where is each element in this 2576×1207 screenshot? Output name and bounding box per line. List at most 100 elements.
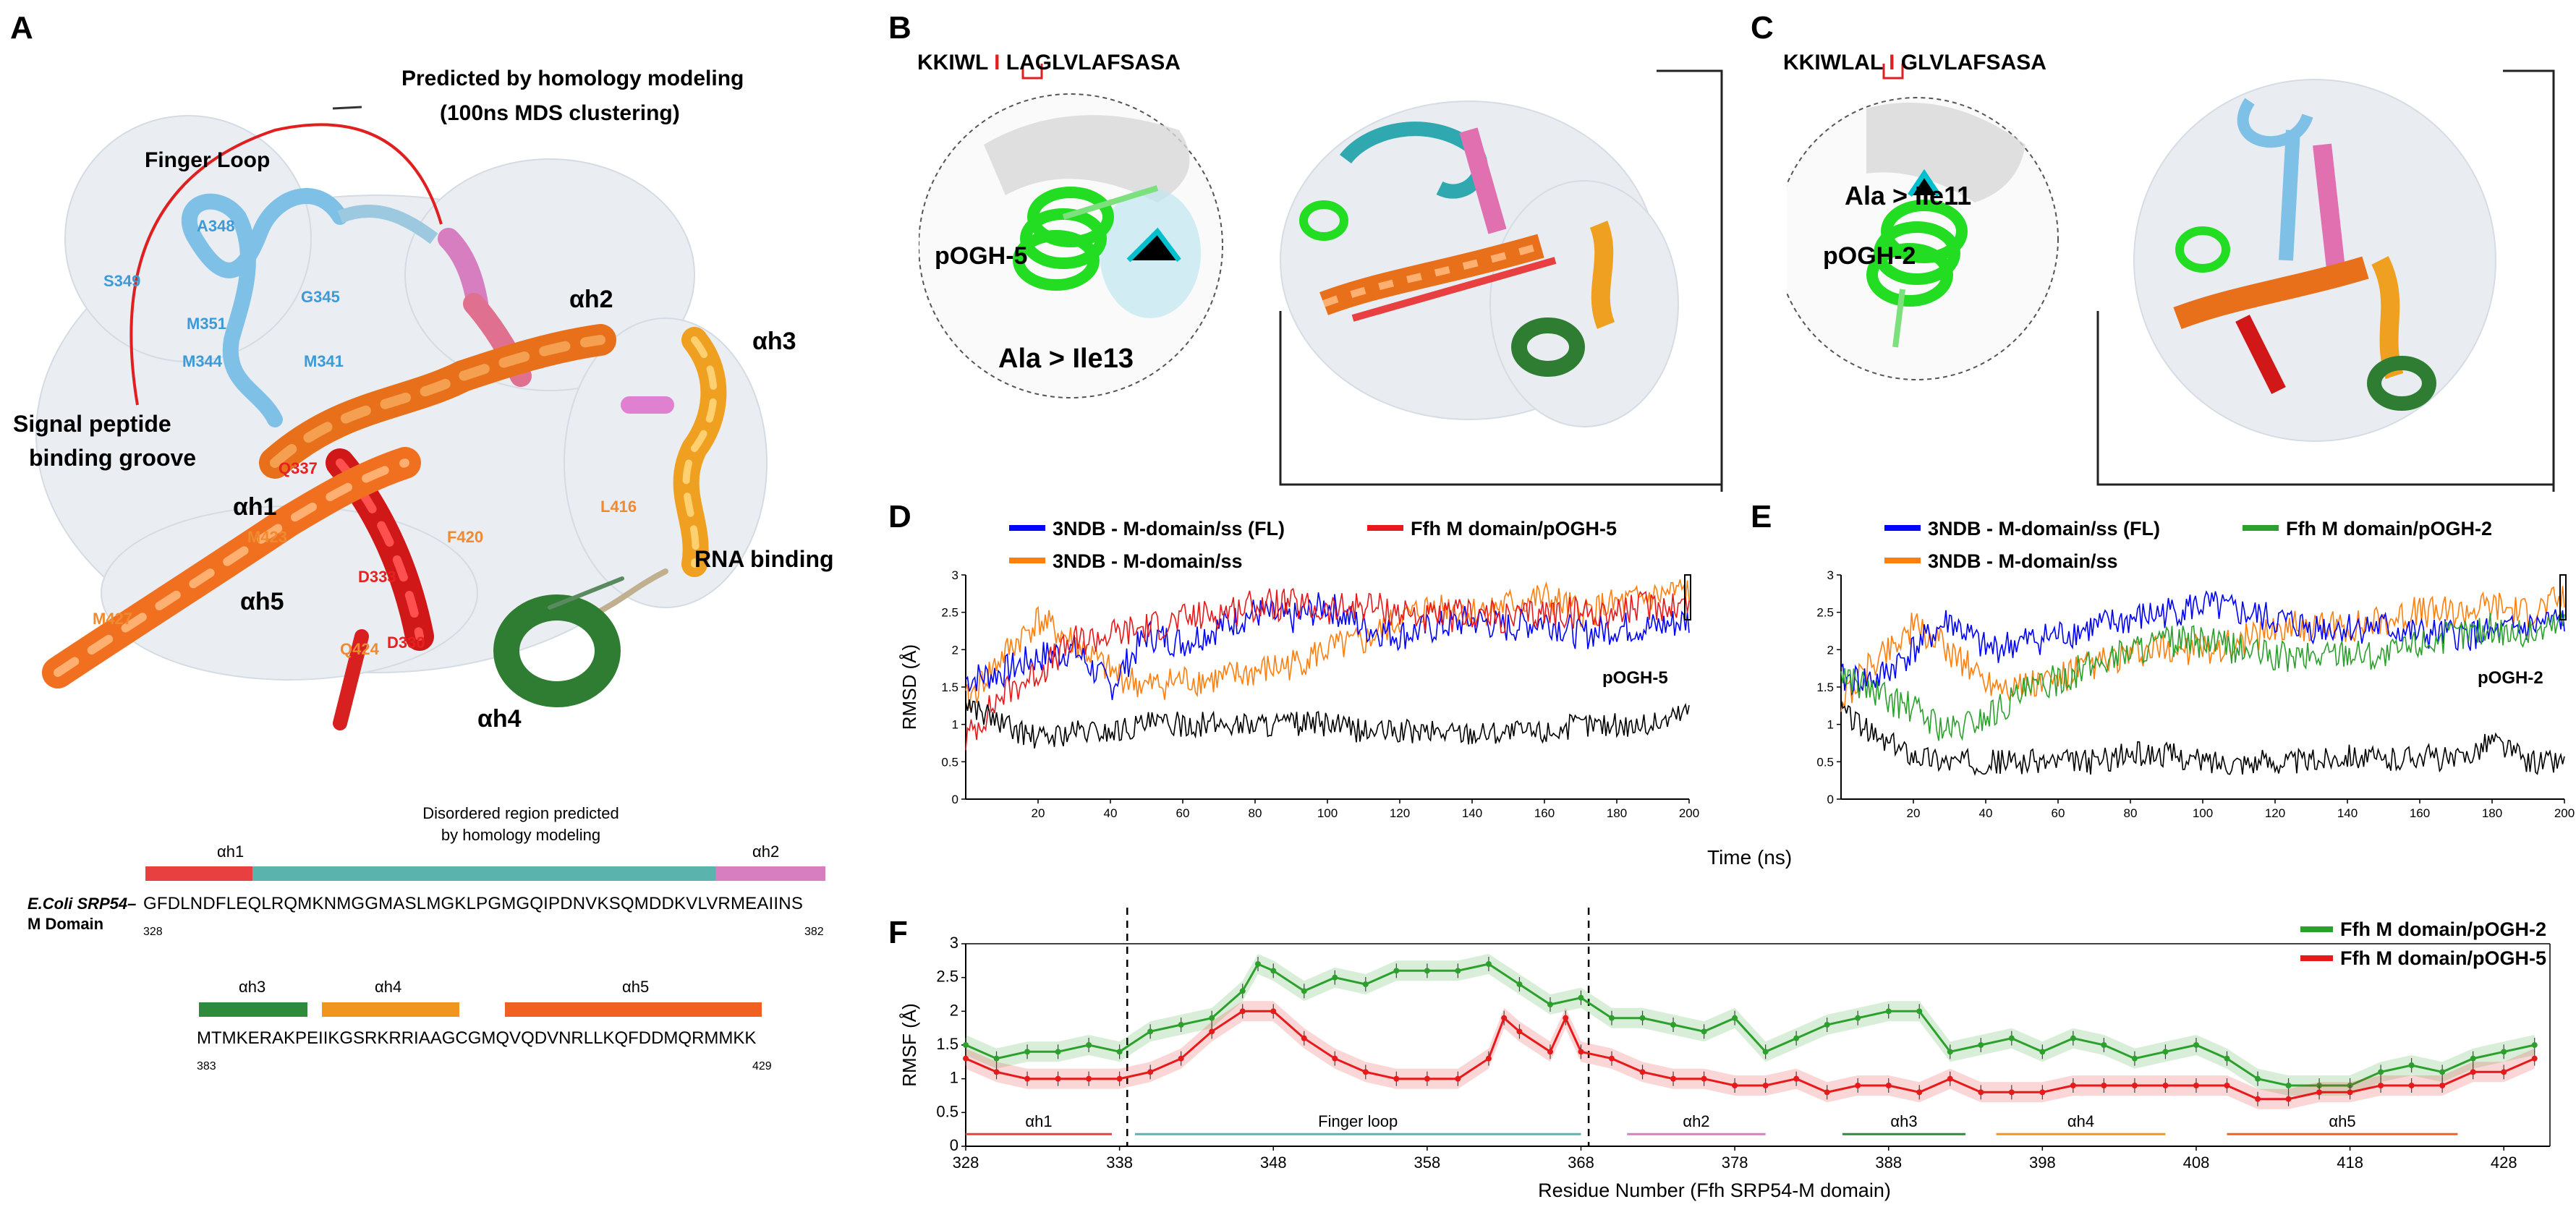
data-point bbox=[1393, 968, 1400, 974]
x-tick-label: 160 bbox=[2410, 806, 2430, 820]
data-point bbox=[1762, 1083, 1769, 1088]
y-tick-label: 0 bbox=[952, 793, 958, 806]
data-point bbox=[2162, 1083, 2169, 1088]
seq-bar-ah1 bbox=[145, 866, 252, 881]
data-point bbox=[1732, 1015, 1738, 1021]
data-point bbox=[1701, 1028, 1707, 1035]
data-point bbox=[1547, 1002, 1553, 1007]
x-tick-label: 40 bbox=[1104, 806, 1118, 820]
rmsd-chart-d: 0 0.5 1 1.5 2 2.5 3 20 40 60 80 100 120 140 160 180 200 R… bbox=[898, 518, 1699, 820]
signal-label-1: Signal peptide bbox=[13, 411, 171, 437]
y-tick-label: 0 bbox=[1827, 793, 1834, 806]
data-point bbox=[2224, 1055, 2230, 1062]
data-point bbox=[1024, 1049, 1031, 1055]
x-tick-label: 60 bbox=[2052, 806, 2065, 820]
groove-arc bbox=[129, 123, 443, 406]
x-tick-label: 180 bbox=[1607, 806, 1627, 820]
x-tick-label: 378 bbox=[1722, 1153, 1748, 1172]
x-tick-label: 80 bbox=[1249, 806, 1262, 820]
series-line-black bbox=[965, 699, 1690, 748]
data-point bbox=[2101, 1083, 2107, 1088]
data-point bbox=[1516, 981, 1523, 987]
data-point bbox=[1978, 1089, 1984, 1096]
data-point bbox=[1147, 1069, 1154, 1075]
y-tick-label: 1.5 bbox=[941, 681, 958, 694]
x-axis-label: Residue Number (Ffh SRP54-M domain) bbox=[1538, 1180, 1891, 1201]
data-point bbox=[1301, 988, 1307, 994]
region-label: αh2 bbox=[1683, 1112, 1709, 1130]
y-tick-label: 2 bbox=[1827, 643, 1834, 657]
data-point bbox=[2039, 1049, 2046, 1055]
series-band-red bbox=[966, 1001, 2535, 1109]
data-point bbox=[1978, 1042, 1984, 1048]
region-label: αh5 bbox=[2329, 1112, 2355, 1130]
data-point bbox=[1947, 1049, 1953, 1055]
data-point bbox=[2439, 1069, 2446, 1075]
seq-bar-ah2-label: αh2 bbox=[752, 843, 780, 861]
data-point bbox=[1209, 1028, 1215, 1035]
seq-bar-ah4-label: αh4 bbox=[375, 978, 402, 996]
x-tick-label: 428 bbox=[2491, 1153, 2517, 1172]
res-s349: S349 bbox=[103, 272, 141, 290]
data-point bbox=[2531, 1042, 2538, 1048]
legend-label: 3NDB - M-domain/ss (FL) bbox=[1928, 518, 2160, 539]
region-label: αh1 bbox=[1025, 1112, 1052, 1130]
data-point bbox=[1578, 994, 1584, 1001]
data-point bbox=[2008, 1035, 2015, 1041]
x-tick-label: 388 bbox=[1875, 1153, 1902, 1172]
rna-binding-label: RNA binding bbox=[694, 546, 834, 572]
seq-bar-ah3 bbox=[199, 1002, 307, 1017]
data-point bbox=[1254, 961, 1261, 967]
series-line-green bbox=[1840, 610, 2565, 741]
legend-label: Ffh M domain/pOGH-2 bbox=[2340, 918, 2546, 940]
data-point bbox=[1670, 1075, 1677, 1082]
data-point bbox=[2131, 1055, 2138, 1062]
data-point bbox=[1270, 968, 1277, 974]
x-tick-label: 408 bbox=[2183, 1153, 2210, 1172]
data-point bbox=[1116, 1075, 1123, 1082]
series-line-blue bbox=[1840, 590, 2565, 696]
y-tick-label: 3 bbox=[952, 568, 958, 582]
x-tick-label: 120 bbox=[2265, 806, 2285, 820]
data-point bbox=[1455, 1075, 1461, 1082]
x-tick-label: 358 bbox=[1414, 1153, 1441, 1172]
seq-header: Disordered region predicted by homology … bbox=[347, 803, 694, 846]
data-point bbox=[2347, 1089, 2353, 1096]
data-point bbox=[1916, 1008, 1923, 1015]
data-point bbox=[963, 1042, 969, 1048]
panel-label-c: C bbox=[1751, 10, 1774, 46]
y-tick-label: 1 bbox=[1827, 718, 1834, 732]
data-point bbox=[2470, 1069, 2476, 1075]
rmsd-chart-e: 0 0.5 1 1.5 2 2.5 3 20 40 60 80 100 120 140 160 180 200 3… bbox=[1816, 518, 2575, 820]
y-tick-label: 1.5 bbox=[1816, 681, 1834, 694]
res-d330: D330 bbox=[387, 634, 425, 652]
x-tick-label: 200 bbox=[2554, 806, 2575, 820]
series-line-blue bbox=[965, 592, 1690, 701]
data-point bbox=[1609, 1015, 1615, 1021]
data-point bbox=[2039, 1089, 2046, 1096]
legend-label: Ffh M domain/pOGH-5 bbox=[2340, 947, 2546, 969]
data-point bbox=[2224, 1083, 2230, 1088]
data-point bbox=[1732, 1083, 1738, 1088]
finger-loop-ribbon bbox=[181, 188, 348, 427]
data-point bbox=[1086, 1042, 1092, 1048]
data-point bbox=[1424, 968, 1430, 974]
annotation-label: pOGH-5 bbox=[1602, 668, 1668, 688]
data-point bbox=[2408, 1062, 2415, 1068]
rmsf-chart-f: 0 0.5 1 1.5 2 2.5 3 328 338 348 358 368 378 388 398 408… bbox=[898, 908, 2551, 1201]
data-point bbox=[1609, 1055, 1615, 1062]
panel-c-peptide: pOGH-2 bbox=[1823, 242, 1916, 270]
data-point bbox=[2162, 1049, 2169, 1055]
y-axis-label: RMSD (Å) bbox=[898, 644, 920, 730]
panel-b-seq-mark: I bbox=[994, 51, 1000, 74]
panel-a-structure bbox=[35, 106, 825, 1017]
x-tick-label: 338 bbox=[1106, 1153, 1133, 1172]
x-tick-label: 60 bbox=[1176, 806, 1190, 820]
x-tick-label: 368 bbox=[1568, 1153, 1594, 1172]
x-tick-label: 398 bbox=[2029, 1153, 2056, 1172]
panel-c-structure bbox=[1787, 64, 2555, 492]
x-tick-label: 180 bbox=[2482, 806, 2502, 820]
end-marker bbox=[2559, 574, 2567, 620]
seq-bar-ah1-label: αh1 bbox=[217, 843, 245, 861]
legend-label: 3NDB - M-domain/ss (FL) bbox=[1053, 518, 1285, 539]
